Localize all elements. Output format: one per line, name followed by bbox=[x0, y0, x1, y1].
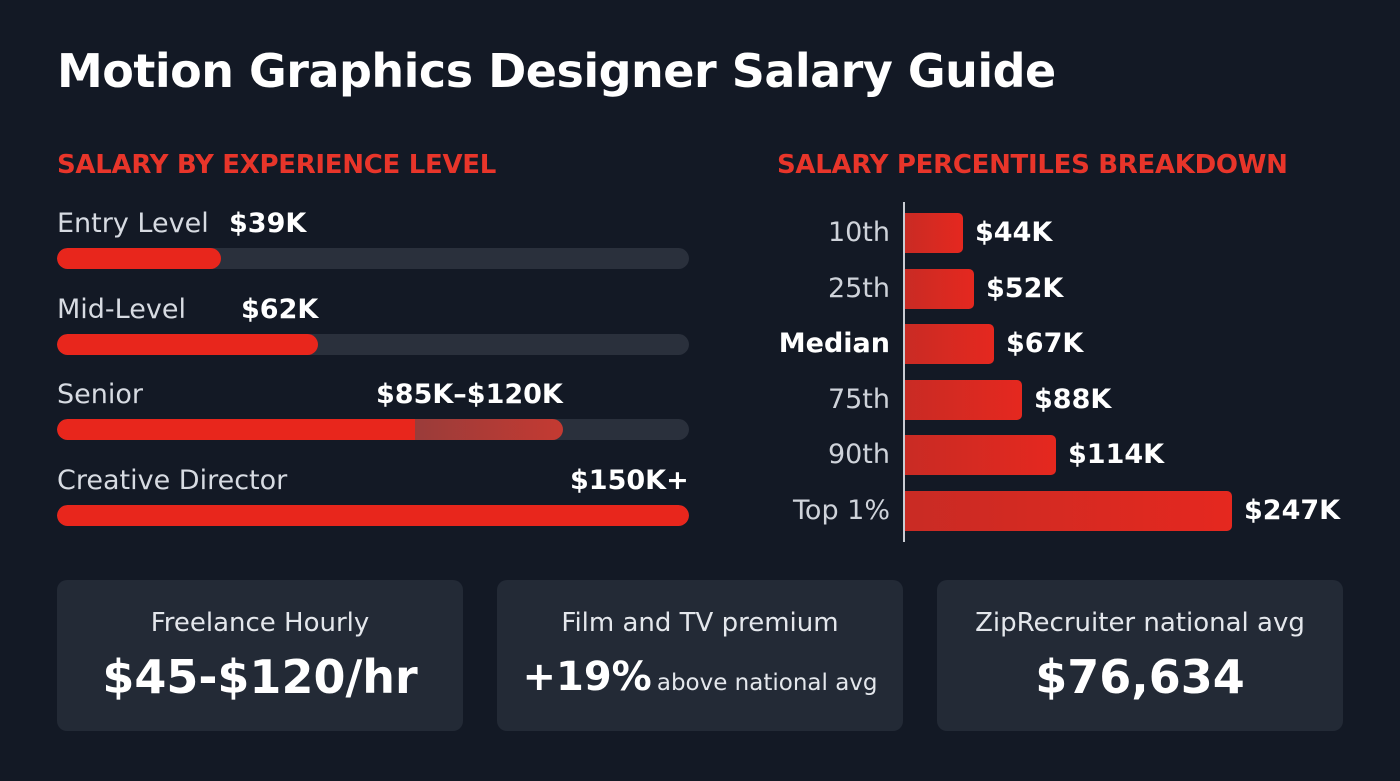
experience-value-label: $39K bbox=[229, 208, 307, 239]
experience-label: Mid-Level bbox=[57, 293, 186, 325]
experience-bar-track bbox=[57, 419, 689, 440]
experience-row-senior: Senior $85K–$120K bbox=[57, 379, 689, 449]
experience-value-label: $150K+ bbox=[570, 464, 689, 496]
film-tv-premium-card: Film and TV premium +19% above national … bbox=[497, 580, 903, 731]
ziprecruiter-average-card: ZipRecruiter national avg $76,634 bbox=[937, 580, 1343, 731]
percentile-label: 10th bbox=[827, 217, 890, 248]
percentile-bar bbox=[905, 435, 1056, 475]
experience-bar-track bbox=[57, 504, 689, 526]
percentile-chart-title: SALARY PERCENTILES BREAKDOWN bbox=[777, 150, 1288, 180]
percentile-label: 75th bbox=[827, 384, 890, 415]
experience-label: Creative Director bbox=[57, 464, 288, 496]
experience-bar-track bbox=[57, 248, 689, 269]
experience-bar-fill bbox=[57, 248, 221, 269]
experience-value-label: $85K–$120K bbox=[376, 379, 563, 410]
percentile-bar bbox=[905, 491, 1232, 531]
percentile-row-10th: 10th $44K bbox=[760, 213, 1380, 253]
percentile-bar bbox=[905, 324, 994, 364]
experience-bar-fill bbox=[57, 419, 415, 440]
percentile-value-label: $114K bbox=[1068, 439, 1165, 470]
experience-label: Entry Level bbox=[57, 208, 209, 239]
percentile-value-label: $52K bbox=[986, 273, 1064, 304]
page-title: Motion Graphics Designer Salary Guide bbox=[57, 44, 1056, 98]
experience-value-label: $62K bbox=[241, 293, 319, 325]
experience-bar-fill bbox=[57, 504, 689, 526]
card-label: Film and TV premium bbox=[561, 608, 839, 638]
percentile-bar bbox=[905, 269, 974, 309]
experience-row-entry-level: Entry Level $39K bbox=[57, 208, 689, 278]
percentile-row-90th: 90th $114K bbox=[760, 435, 1380, 475]
experience-bar-range bbox=[415, 419, 563, 440]
percentile-value-label: $67K bbox=[1006, 328, 1084, 359]
freelance-hourly-card: Freelance Hourly $45-$120/hr bbox=[57, 580, 463, 731]
percentile-label: Top 1% bbox=[793, 495, 890, 526]
percentile-label: 90th bbox=[827, 439, 890, 470]
experience-label: Senior bbox=[57, 379, 143, 410]
percentile-row-25th: 25th $52K bbox=[760, 269, 1380, 309]
percentile-bar bbox=[905, 380, 1022, 420]
experience-bar-track bbox=[57, 333, 689, 355]
percentile-label: 25th bbox=[827, 273, 890, 304]
experience-row-mid-level: Mid-Level $62K bbox=[57, 294, 689, 364]
card-value: +19% bbox=[522, 654, 652, 700]
experience-chart-title: SALARY BY EXPERIENCE LEVEL bbox=[57, 150, 496, 180]
percentile-row-top-1-: Top 1% $247K bbox=[760, 491, 1380, 531]
card-value-row: +19% above national avg bbox=[497, 654, 903, 700]
card-value: $76,634 bbox=[1035, 650, 1245, 704]
percentile-value-label: $247K bbox=[1244, 495, 1341, 526]
percentile-label: Median bbox=[778, 328, 890, 359]
experience-bar-fill bbox=[57, 333, 318, 355]
card-label: Freelance Hourly bbox=[150, 608, 370, 638]
experience-row-creative-director: Creative Director $150K+ bbox=[57, 465, 689, 535]
percentile-value-label: $44K bbox=[975, 217, 1053, 248]
card-value: $45-$120/hr bbox=[102, 650, 418, 704]
card-value-suffix: above national avg bbox=[656, 670, 878, 696]
percentile-row-75th: 75th $88K bbox=[760, 380, 1380, 420]
percentile-axis-line bbox=[903, 202, 905, 542]
percentile-value-label: $88K bbox=[1034, 384, 1112, 415]
percentile-bar bbox=[905, 213, 963, 253]
percentile-row-median: Median $67K bbox=[760, 324, 1380, 364]
card-label: ZipRecruiter national avg bbox=[975, 608, 1305, 638]
